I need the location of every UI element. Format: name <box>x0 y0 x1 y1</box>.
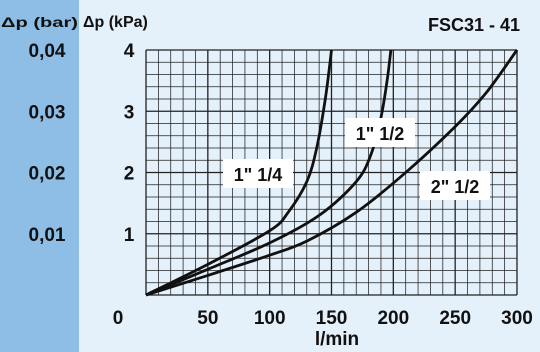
y-tick-label: 4 <box>124 41 135 62</box>
series-lines <box>145 49 519 297</box>
y-tick-label: 3 <box>124 102 135 123</box>
x-tick-label: 50 <box>197 308 218 329</box>
series-label-2-1-2: 2" 1/2 <box>431 177 480 197</box>
chart-title: FSC31 - 41 <box>428 15 520 35</box>
series-label-1-1-4: 1" 1/4 <box>234 165 283 185</box>
series-line-2 <box>145 49 519 297</box>
x-tick-label: 100 <box>254 308 286 329</box>
series-line-1 <box>145 49 393 297</box>
y-axis-label-secondary: Δp (bar) <box>1 14 78 30</box>
tick-labels: 0 50 100 150 200 250 300 1 2 3 4 0,01 0,02 0,03 0,04 <box>29 41 533 329</box>
x-tick-label: 200 <box>377 308 409 329</box>
x-tick-label: 0 <box>113 308 124 329</box>
series-label-1-1-4-box: 1" 1/4 <box>223 159 293 188</box>
series-label-1-1-2-box: 1" 1/2 <box>345 118 415 147</box>
y-tick-label-secondary: 0,04 <box>29 41 66 62</box>
series-label-2-1-2-box: 2" 1/2 <box>420 171 490 200</box>
x-tick-label: 150 <box>316 308 348 329</box>
x-tick-label: 250 <box>439 308 471 329</box>
secondary-axis-band <box>0 0 79 352</box>
x-tick-label: 300 <box>501 308 533 329</box>
series-label-1-1-2: 1" 1/2 <box>356 124 405 144</box>
y-tick-label-secondary: 0,01 <box>29 225 66 246</box>
series-line-0 <box>145 49 333 297</box>
y-tick-label: 2 <box>124 164 135 185</box>
y-axis-label: Δp (kPa) <box>83 14 148 31</box>
x-axis-label: l/min <box>315 329 359 350</box>
y-tick-label: 1 <box>124 225 135 246</box>
y-tick-label-secondary: 0,03 <box>29 102 66 123</box>
y-tick-label-secondary: 0,02 <box>29 164 66 185</box>
